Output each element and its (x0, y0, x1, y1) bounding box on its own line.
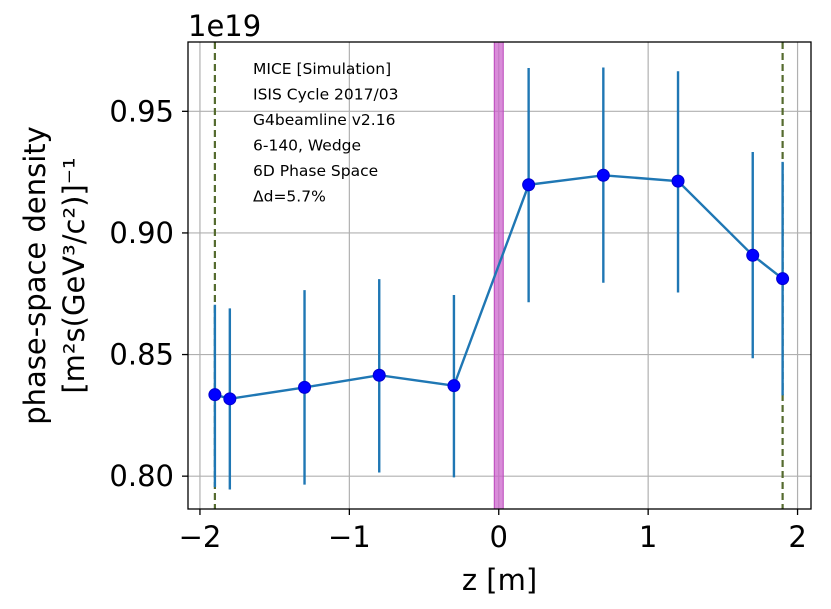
x-tick-label: −2 (179, 520, 222, 554)
y-tick-label: 0.80 (109, 459, 174, 493)
annotation-line: G4beamline v2.16 (253, 111, 395, 129)
series-lines (214, 174, 784, 401)
data-point (372, 368, 386, 382)
y-offset-label: 1e19 (188, 9, 261, 43)
annotation-block: MICE [Simulation] ISIS Cycle 2017/03 G4bea… (253, 60, 398, 206)
data-point (298, 380, 312, 394)
y-tick-label: 0.85 (109, 338, 174, 372)
y-axis-label: phase-space density [m²s(GeV³/c²)]⁻¹ (18, 126, 91, 425)
data-point (596, 168, 610, 182)
annotation-line: ISIS Cycle 2017/03 (253, 86, 398, 104)
x-axis-label: z [m] (462, 563, 537, 597)
data-point (522, 178, 536, 192)
axis-ticks: −2 −1 0 1 2 0.80 0.85 0.90 0.95 (109, 94, 806, 554)
data-point (223, 392, 237, 406)
x-tick-label: 1 (639, 520, 657, 554)
x-tick-label: −1 (328, 520, 371, 554)
data-points (208, 168, 790, 406)
annotation-line: MICE [Simulation] (253, 60, 391, 78)
annotation-line: 6-140, Wedge (253, 137, 361, 155)
y-tick-label: 0.90 (109, 216, 174, 250)
plot-border (187, 41, 812, 510)
data-point (208, 388, 222, 402)
y-axis-label-line2: [m²s(GeV³/c²)]⁻¹ (57, 157, 91, 393)
data-point (447, 379, 461, 393)
data-point (671, 174, 685, 188)
x-tick-label: 2 (788, 520, 806, 554)
y-axis-label-line1: phase-space density (18, 126, 52, 425)
y-tick-label: 0.95 (109, 94, 174, 128)
data-point (776, 272, 790, 286)
series-line (214, 174, 784, 401)
annotation-line: Δd=5.7% (253, 188, 326, 206)
plot-frame (187, 41, 812, 510)
data-point (746, 248, 760, 262)
x-tick-label: 0 (490, 520, 508, 554)
annotation-line: 6D Phase Space (253, 162, 378, 180)
